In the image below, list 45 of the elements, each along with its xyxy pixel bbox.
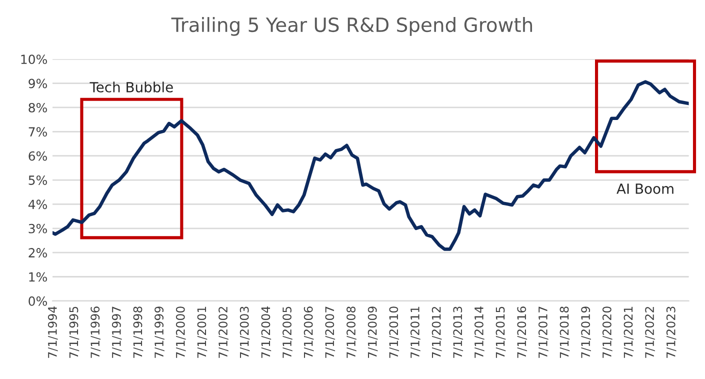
x-tick-label: 7/1/2002 — [218, 306, 228, 358]
x-tick-label: 7/1/2016 — [517, 306, 528, 358]
x-tick-label: 7/1/1995 — [69, 306, 80, 358]
x-tick-label: 7/1/1996 — [90, 306, 100, 358]
y-tick-label: 3% — [28, 224, 47, 234]
x-tick-label: 7/1/2011 — [410, 306, 420, 358]
x-tick-label: 7/1/2000 — [176, 306, 186, 358]
y-tick-label: 10% — [21, 54, 47, 64]
x-tick-label: 7/1/2009 — [368, 306, 378, 358]
y-tick-label: 4% — [28, 200, 47, 210]
x-tick-label: 7/1/1997 — [112, 306, 122, 358]
x-tick-label: 7/1/2001 — [197, 306, 208, 358]
x-tick-label: 7/1/2012 — [432, 306, 442, 358]
x-tick-label: 7/1/1999 — [154, 306, 164, 358]
x-tick-label: 7/1/2007 — [325, 306, 336, 358]
x-tick-label: 7/1/2010 — [389, 306, 400, 358]
x-tick-label: 7/1/2014 — [474, 306, 484, 358]
x-tick-label: 7/1/2005 — [282, 306, 292, 358]
y-tick-label: 0% — [28, 296, 47, 306]
y-tick-label: 1% — [29, 272, 47, 282]
x-tick-label: 7/1/2019 — [581, 306, 591, 358]
x-tick-label: 7/1/2022 — [645, 306, 655, 358]
x-tick-label: 7/1/2008 — [346, 306, 356, 358]
y-tick-label: 9% — [28, 78, 47, 88]
annotation: Tech Bubble — [90, 82, 173, 92]
y-tick-label: 5% — [28, 175, 47, 185]
x-tick-label: 7/1/2013 — [453, 306, 464, 358]
x-tick-label: 7/1/1998 — [133, 306, 144, 358]
x-tick-label: 7/1/2003 — [240, 306, 250, 358]
y-tick-label: 8% — [28, 102, 47, 112]
x-tick-label: 7/1/2015 — [496, 306, 506, 358]
x-tick-label: 7/1/1994 — [48, 306, 58, 358]
x-tick-label: 7/1/2018 — [560, 306, 570, 358]
annotation: AI Boom — [616, 184, 674, 194]
x-tick-label: 7/1/2021 — [624, 306, 634, 358]
chart-title: Trailing 5 Year US R&D Spend Growth — [171, 17, 532, 36]
x-tick-label: 7/1/2004 — [261, 306, 272, 358]
y-tick-label: 2% — [28, 248, 47, 258]
x-tick-label: 7/1/2023 — [666, 306, 676, 358]
y-tick-label: 7% — [28, 127, 47, 137]
x-tick-label: 7/1/2017 — [538, 306, 548, 358]
x-tick-label: 7/1/2020 — [602, 306, 612, 358]
line-series — [52, 80, 689, 251]
x-tick-label: 7/1/2006 — [304, 306, 314, 358]
y-tick-label: 6% — [28, 151, 47, 161]
